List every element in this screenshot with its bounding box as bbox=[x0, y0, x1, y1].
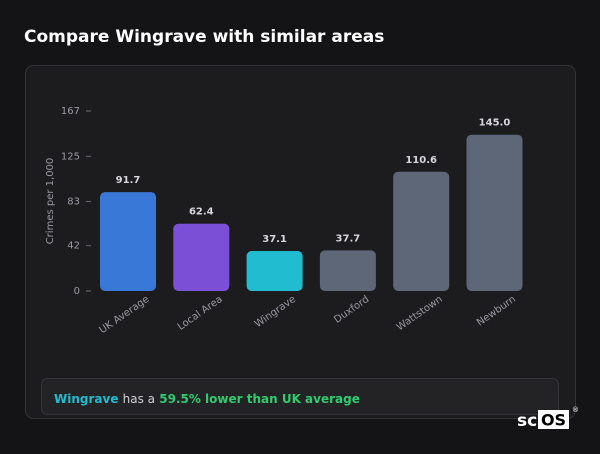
value-label: 37.7 bbox=[336, 233, 361, 244]
y-tick-label: 0 bbox=[74, 286, 80, 297]
bar bbox=[466, 134, 523, 291]
bar bbox=[173, 223, 230, 291]
value-label: 145.0 bbox=[479, 118, 511, 129]
value-label: 110.6 bbox=[405, 155, 437, 166]
summary-text: Wingrave has a 59.5% lower than UK avera… bbox=[54, 392, 360, 406]
y-tick-label: 167 bbox=[61, 106, 80, 117]
y-tick-label: 125 bbox=[61, 151, 80, 162]
bar bbox=[393, 171, 450, 291]
logo-box bbox=[538, 410, 569, 429]
summary-connector: has a bbox=[123, 392, 155, 406]
value-label: 91.7 bbox=[116, 175, 141, 186]
bar bbox=[246, 251, 303, 291]
y-tick-label: 83 bbox=[67, 197, 80, 208]
logo-boxed: OS bbox=[541, 411, 566, 430]
summary-highlight: 59.5% lower than UK average bbox=[159, 392, 360, 406]
page-title: Compare Wingrave with similar areas bbox=[24, 27, 384, 47]
logo-mark: ® bbox=[572, 406, 579, 414]
logo-prefix: sc bbox=[517, 411, 537, 431]
summary-area: Wingrave bbox=[54, 392, 118, 406]
chart-card bbox=[25, 65, 576, 419]
y-tick-label: 42 bbox=[67, 241, 80, 252]
value-label: 62.4 bbox=[189, 207, 214, 218]
bar bbox=[319, 250, 376, 291]
y-axis-label: Crimes per 1,000 bbox=[45, 158, 56, 245]
value-label: 37.1 bbox=[262, 234, 287, 245]
summary-box bbox=[41, 378, 559, 415]
bar bbox=[100, 192, 156, 291]
logo: sc OS ® bbox=[517, 406, 579, 431]
